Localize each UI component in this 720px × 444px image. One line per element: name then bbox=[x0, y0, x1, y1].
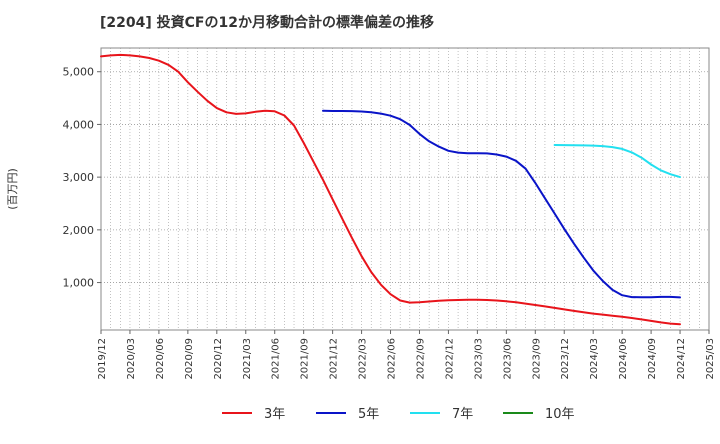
legend-label: 7年 bbox=[452, 407, 473, 422]
y-tick-label: 4,000 bbox=[63, 118, 95, 131]
x-tick-label: 2024/09 bbox=[647, 338, 658, 380]
x-tick-label: 2020/12 bbox=[213, 338, 224, 380]
x-tick-label: 2020/09 bbox=[184, 338, 195, 380]
series-lines bbox=[100, 53, 681, 326]
legend: 3年 5年 7年 10年 bbox=[222, 407, 575, 422]
y-tick-label: 5,000 bbox=[63, 66, 95, 79]
grid-lines bbox=[101, 48, 709, 330]
legend-label: 10年 bbox=[545, 407, 575, 422]
x-tick-label: 2022/09 bbox=[415, 338, 426, 380]
x-tick-label: 2023/12 bbox=[560, 338, 571, 380]
x-tick-label: 2023/06 bbox=[502, 338, 513, 380]
y-tick-label: 2,000 bbox=[63, 224, 95, 237]
y-tick-label: 3,000 bbox=[63, 171, 95, 184]
legend-label: 3年 bbox=[264, 407, 285, 422]
x-tick-label: 2020/06 bbox=[155, 338, 166, 380]
x-tick-label: 2024/06 bbox=[618, 338, 629, 380]
x-tick-label: 2022/12 bbox=[444, 338, 455, 380]
x-tick-label: 2019/12 bbox=[97, 338, 108, 380]
x-tick-label: 2021/12 bbox=[329, 338, 340, 380]
y-axis-label: (百万円) bbox=[6, 168, 19, 210]
x-tick-label: 2022/06 bbox=[387, 338, 398, 380]
chart-title: [2204] 投資CFの12か月移動合計の標準偏差の推移 bbox=[100, 14, 434, 31]
plot-area bbox=[100, 47, 710, 331]
legend-label: 5年 bbox=[358, 407, 379, 422]
y-axis: 1,000 2,000 3,000 4,000 5,000 bbox=[63, 66, 101, 290]
x-tick-label: 2025/03 bbox=[705, 338, 716, 380]
x-tick-label: 2021/09 bbox=[300, 338, 311, 380]
x-tick-label: 2021/06 bbox=[271, 338, 282, 380]
series-line-1 bbox=[100, 53, 681, 326]
y-tick-label: 1,000 bbox=[63, 277, 95, 290]
x-tick-label: 2022/03 bbox=[358, 338, 369, 380]
x-tick-label: 2024/03 bbox=[589, 338, 600, 380]
series-line-2 bbox=[322, 109, 681, 299]
x-tick-label: 2021/03 bbox=[242, 338, 253, 380]
x-tick-label: 2023/09 bbox=[531, 338, 542, 380]
x-tick-label: 2020/03 bbox=[126, 338, 137, 380]
x-tick-label: 2024/12 bbox=[676, 338, 687, 380]
series-line-3 bbox=[553, 144, 681, 179]
x-axis: 2019/12 2020/03 2020/06 2020/09 2020/12 2021/… bbox=[97, 330, 716, 380]
x-tick-label: 2023/03 bbox=[473, 338, 484, 380]
